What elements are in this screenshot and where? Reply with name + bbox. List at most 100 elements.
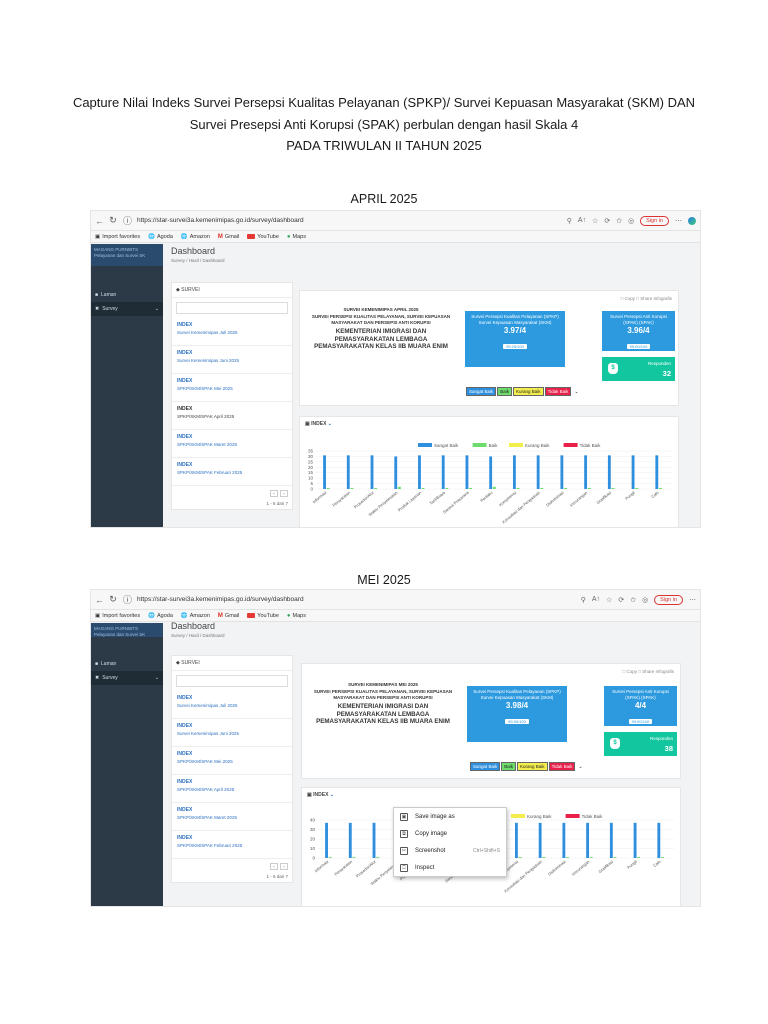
fav-import[interactable]: ▣ Import favorites	[95, 233, 141, 240]
bar-baik[interactable]	[518, 857, 522, 858]
menu-item-screenshot[interactable]: ✂ Screenshot Ctrl+Shift+S	[400, 846, 500, 855]
bar-baik[interactable]	[469, 487, 473, 489]
extensions-icon[interactable]: ⟳	[618, 596, 625, 604]
bar-sangat-baik[interactable]	[465, 455, 469, 489]
bar-sangat-baik[interactable]	[372, 822, 376, 858]
prev-page-button[interactable]: ‹	[270, 490, 278, 497]
read-aloud-icon[interactable]: A↑	[591, 596, 601, 603]
shield-icon[interactable]: ◎	[642, 596, 649, 604]
bar-baik[interactable]	[659, 487, 662, 489]
sign-in-button[interactable]: Sign in	[654, 594, 683, 605]
bar-sangat-baik[interactable]	[607, 455, 611, 489]
list-item[interactable]: INDEX Survei Kemenimipas Juni 2025	[172, 719, 292, 747]
bar-baik[interactable]	[350, 487, 354, 489]
list-item[interactable]: INDEX Survei Kemenimipas Juli 2025	[172, 691, 292, 719]
breadcrumb[interactable]: Survey / Hasil / Dashboard	[171, 258, 225, 263]
bar-baik[interactable]	[542, 857, 546, 858]
fav-amazon[interactable]: 🌐 Amazon	[180, 612, 210, 619]
menu-item-copy-image[interactable]: ⧉ Copy image	[394, 825, 506, 842]
chevron-down-icon[interactable]: ⌄	[578, 763, 583, 770]
refresh-icon[interactable]: ↻	[109, 215, 117, 225]
fav-gmail[interactable]: M Gmail	[217, 233, 240, 240]
sidebar-item-survey[interactable]: ✖ Survey ⌄	[91, 671, 163, 685]
favorites-icon[interactable]: ✩	[616, 217, 623, 225]
favorite-star-icon[interactable]: ☆	[592, 217, 599, 225]
bar-sangat-baik[interactable]	[370, 455, 374, 489]
bar-baik[interactable]	[637, 857, 641, 858]
bar-sangat-baik[interactable]	[560, 455, 564, 489]
bar-baik[interactable]	[374, 487, 378, 489]
zoom-icon[interactable]: ⚲	[580, 596, 586, 604]
bar-baik[interactable]	[566, 857, 569, 858]
chevron-down-icon[interactable]: ⌄	[574, 388, 579, 395]
bar-baik[interactable]	[635, 487, 639, 489]
shield-icon[interactable]: ◎	[628, 217, 635, 225]
bar-baik[interactable]	[445, 487, 449, 489]
fav-import[interactable]: ▣ Import favorites	[95, 612, 141, 619]
list-item[interactable]: INDEX SPKP/SKM/SPAK Maret 2025	[172, 430, 292, 458]
read-aloud-icon[interactable]: A↑	[577, 217, 587, 224]
bar-baik[interactable]	[564, 487, 567, 489]
bar-sangat-baik[interactable]	[514, 822, 518, 858]
edge-copilot-icon[interactable]	[688, 216, 696, 225]
list-item-selected[interactable]: INDEX SPKP/SKM/SPAK April 2025	[172, 402, 292, 430]
site-info-icon[interactable]: ⓘ	[123, 216, 133, 226]
fav-gmail[interactable]: M Gmail	[217, 612, 240, 619]
bar-baik[interactable]	[661, 857, 664, 858]
list-item[interactable]: INDEX SPKP/SKM/SPAK Februari 2025	[172, 831, 292, 859]
fav-youtube[interactable]: YouTube	[247, 613, 279, 619]
share-links[interactable]: □ Copy □ Share Infografis	[620, 296, 672, 301]
bar-sangat-baik[interactable]	[394, 456, 398, 489]
bar-sangat-baik[interactable]	[633, 822, 637, 858]
favorite-star-icon[interactable]: ☆	[606, 596, 613, 604]
bar-sangat-baik[interactable]	[538, 822, 542, 858]
list-item[interactable]: INDEX SPKP/SKM/SPAK Februari 2025	[172, 458, 292, 486]
back-icon[interactable]: ←	[95, 215, 104, 226]
bar-sangat-baik[interactable]	[584, 455, 588, 489]
favorites-icon[interactable]: ✩	[630, 596, 637, 604]
menu-item-save-image[interactable]: ▣ Save image as	[400, 812, 455, 821]
address-bar[interactable]: https://star-survei3a.kemenimipas.go.id/…	[137, 596, 304, 603]
list-item[interactable]: INDEX Survei Kemenimipas Juni 2025	[172, 346, 292, 374]
bar-baik[interactable]	[611, 487, 615, 489]
bar-sangat-baik[interactable]	[536, 455, 540, 489]
list-item[interactable]: INDEX SPKP/SKM/SPAK Maret 2025	[172, 803, 292, 831]
bar-baik[interactable]	[492, 486, 496, 489]
bar-sangat-baik[interactable]	[657, 822, 661, 858]
bar-baik[interactable]	[326, 487, 330, 489]
bar-baik[interactable]	[397, 486, 401, 489]
fav-maps[interactable]: ● Maps	[286, 233, 306, 240]
bar-sangat-baik[interactable]	[609, 822, 613, 858]
search-input[interactable]	[176, 302, 288, 314]
bar-sangat-baik[interactable]	[441, 455, 445, 489]
fav-agoda[interactable]: 🌐 Agoda	[148, 612, 173, 619]
bar-sangat-baik[interactable]	[418, 455, 421, 489]
back-icon[interactable]: ←	[95, 594, 104, 605]
next-page-button[interactable]: ›	[280, 490, 288, 497]
bar-sangat-baik[interactable]	[631, 455, 635, 489]
bar-sangat-baik[interactable]	[348, 822, 352, 858]
sign-in-button[interactable]: Sign in	[640, 215, 669, 226]
bar-baik[interactable]	[613, 857, 617, 858]
menu-item-inspect[interactable]: ⎕ Inspect	[394, 859, 506, 876]
bar-baik[interactable]	[421, 487, 425, 489]
next-page-button[interactable]: ›	[280, 863, 288, 870]
bar-baik[interactable]	[352, 857, 356, 858]
bar-baik[interactable]	[376, 857, 380, 858]
bar-baik[interactable]	[589, 857, 593, 858]
fav-youtube[interactable]: YouTube	[247, 234, 279, 240]
bar-sangat-baik[interactable]	[655, 455, 659, 489]
bar-sangat-baik[interactable]	[562, 822, 566, 858]
list-item[interactable]: INDEX SPKP/SKM/SPAK Mei 2025	[172, 747, 292, 775]
prev-page-button[interactable]: ‹	[270, 863, 278, 870]
refresh-icon[interactable]: ↻	[109, 594, 117, 604]
bar-sangat-baik[interactable]	[323, 455, 326, 489]
bar-baik[interactable]	[516, 487, 520, 489]
fav-amazon[interactable]: 🌐 Amazon	[180, 233, 210, 240]
fav-agoda[interactable]: 🌐 Agoda	[148, 233, 173, 240]
bar-sangat-baik[interactable]	[586, 822, 590, 858]
site-info-icon[interactable]: ⓘ	[123, 595, 133, 605]
bar-sangat-baik[interactable]	[512, 455, 516, 489]
address-bar[interactable]: https://star-survei3a.kemenimipas.go.id/…	[137, 217, 304, 224]
list-item[interactable]: INDEX Survei Kemenimipas Juli 2025	[172, 318, 292, 346]
